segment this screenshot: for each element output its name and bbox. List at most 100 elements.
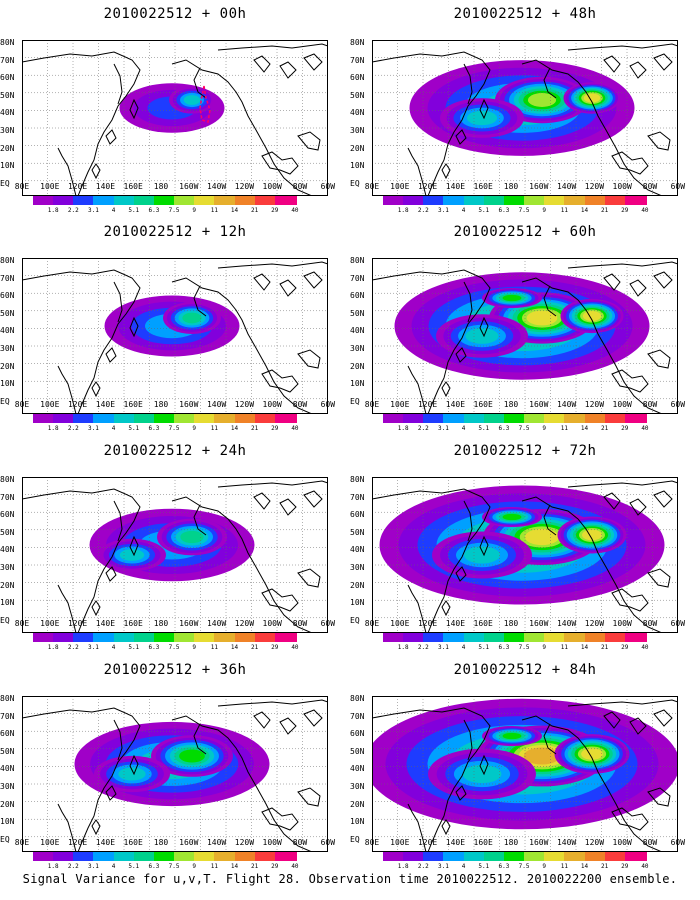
- colorbar-segment: [33, 852, 55, 861]
- lon-label: 120E: [67, 400, 88, 409]
- coastline: [407, 584, 427, 633]
- lon-label: 100W: [262, 619, 282, 628]
- colorbar-segment: [113, 633, 136, 642]
- coastline: [217, 43, 328, 51]
- colorbar-label: 29: [271, 207, 279, 214]
- coastline: [297, 568, 321, 588]
- lon-label: 140W: [556, 838, 577, 847]
- lon-label: 100W: [612, 400, 632, 409]
- coastline: [653, 709, 673, 727]
- lon-label: 80W: [642, 838, 658, 847]
- colorbar-label: 11: [560, 207, 568, 214]
- coastline: [441, 819, 451, 836]
- coastline: [543, 504, 557, 536]
- lat-label: 80N: [350, 256, 365, 265]
- lon-label: 160E: [473, 182, 493, 191]
- coastline: [441, 381, 451, 398]
- colorbar-segment: [403, 633, 425, 642]
- lat-label: EQ: [350, 396, 360, 406]
- map-panel: 2010022512 + 36h 80N 70N 60N 50N 40N 30N 20N 10N…: [0, 656, 350, 874]
- colorbar-label: 14: [230, 863, 239, 870]
- colorbar-segment: [194, 852, 217, 861]
- coastline: [407, 365, 427, 414]
- colorbar-label: 21: [601, 425, 609, 432]
- coastline: [22, 707, 141, 852]
- colorbar-segment: [423, 633, 446, 642]
- lon-label: 100W: [262, 182, 282, 191]
- lat-label: 60N: [350, 510, 365, 520]
- colorbar-label: 4: [461, 425, 466, 432]
- colorbar: [33, 196, 297, 205]
- coastline: [653, 490, 673, 508]
- colorbar-label: 7.5: [518, 425, 530, 432]
- colorbar-segment: [483, 852, 506, 861]
- colorbar-segment: [544, 852, 567, 861]
- lon-label: 120E: [417, 619, 438, 628]
- variance-contour: [179, 749, 205, 763]
- lon-label: 140W: [556, 182, 577, 191]
- map-panel: 2010022512 + 60h 80N 70N 60N 50N 40N 30N 20N 10N…: [350, 218, 700, 436]
- colorbar-label: 7.5: [168, 863, 180, 870]
- coastline: [129, 98, 139, 120]
- colorbar-segment: [463, 852, 486, 861]
- colorbar-segment: [174, 414, 196, 423]
- colorbar-label: 3.1: [88, 425, 99, 432]
- coastline: [629, 61, 647, 79]
- lat-label: 20N: [0, 143, 15, 153]
- variance-contour: [119, 549, 145, 561]
- variance-contour: [118, 767, 146, 781]
- coastline: [105, 347, 117, 363]
- colorbar-segment: [403, 414, 425, 423]
- lon-label: 120E: [417, 182, 438, 191]
- colorbar-segment: [234, 414, 257, 423]
- lat-label: 80N: [350, 694, 365, 703]
- coastline: [279, 279, 297, 297]
- colorbar-label: 5.1: [128, 863, 140, 870]
- lat-label: 10N: [350, 161, 365, 171]
- coastline: [193, 67, 207, 99]
- coastline: [105, 785, 117, 801]
- colorbar-segment: [604, 196, 627, 205]
- colorbar-segment: [73, 196, 96, 205]
- coastline: [647, 131, 671, 151]
- coastline: [629, 279, 647, 297]
- lon-label: 140W: [206, 619, 227, 628]
- lon-label: 180: [153, 838, 169, 847]
- lon-label: 160W: [179, 838, 199, 847]
- variance-contour: [582, 311, 602, 321]
- lat-label: 20N: [350, 580, 365, 590]
- colorbar-segment: [403, 852, 425, 861]
- lon-label: 80E: [364, 182, 380, 191]
- lat-label: 80N: [0, 694, 15, 703]
- coastline: [279, 498, 297, 516]
- colorbar-label: 1.8: [47, 207, 59, 214]
- lat-label: 30N: [0, 782, 15, 791]
- colorbar-segment: [584, 196, 607, 205]
- lon-label: 120W: [234, 619, 255, 628]
- coastline: [611, 369, 649, 393]
- colorbar-segment: [503, 196, 526, 205]
- lon-label: 100E: [40, 400, 60, 409]
- lat-label: EQ: [0, 834, 10, 844]
- lon-label: 80E: [14, 182, 30, 191]
- colorbar-label: 2.2: [417, 207, 429, 214]
- colorbar-segment: [544, 196, 567, 205]
- lat-label: EQ: [350, 615, 360, 625]
- colorbar: [383, 633, 647, 642]
- colorbar-segment: [604, 852, 627, 861]
- colorbar-label: 14: [230, 644, 239, 651]
- colorbar-segment: [133, 196, 156, 205]
- coastline: [647, 568, 671, 588]
- lon-label: 80E: [364, 619, 380, 628]
- colorbar-segment: [113, 414, 136, 423]
- variance-contour: [581, 748, 603, 760]
- coastline: [463, 63, 473, 105]
- panel-title: 2010022512 + 24h: [103, 443, 247, 459]
- colorbar-label: 9: [542, 644, 546, 651]
- colorbar-label: 2.2: [67, 644, 79, 651]
- lat-label: 60N: [350, 729, 365, 739]
- colorbar-segment: [624, 852, 647, 861]
- coastline: [91, 819, 101, 836]
- panel-title: 2010022512 + 84h: [453, 662, 597, 678]
- colorbar-segment: [383, 633, 405, 642]
